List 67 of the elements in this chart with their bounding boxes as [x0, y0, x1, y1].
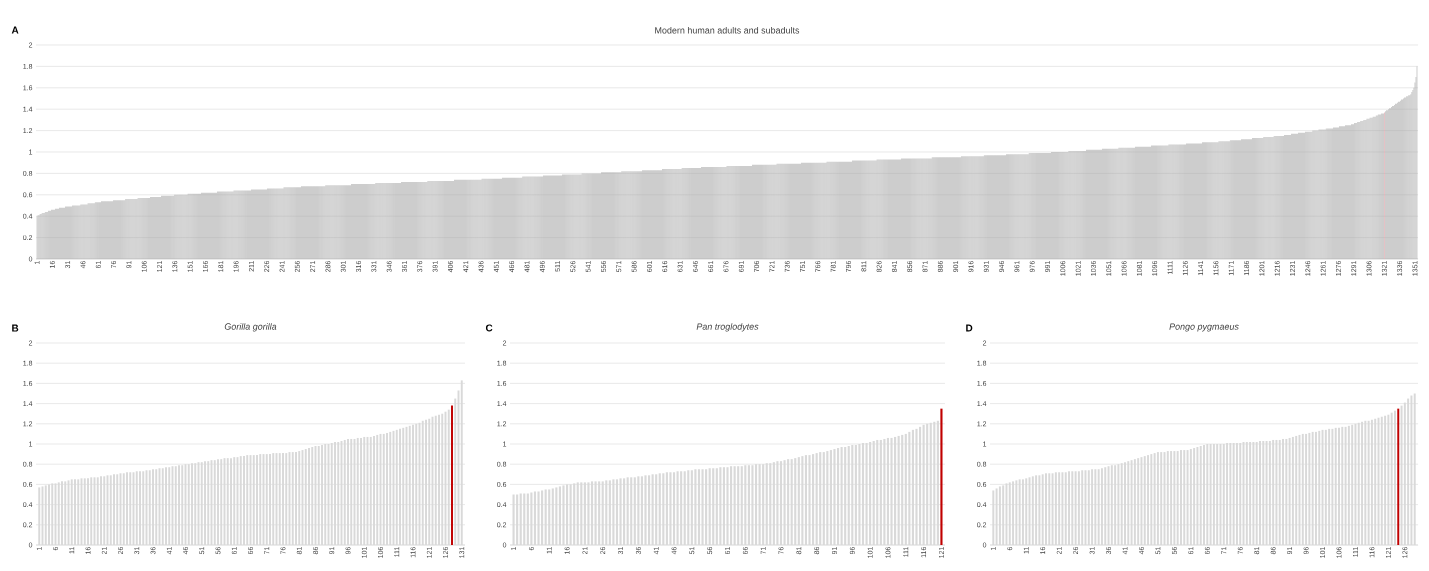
bar [637, 476, 640, 545]
bar [626, 477, 629, 545]
bar [865, 442, 868, 545]
bar [801, 456, 804, 545]
bar [662, 473, 665, 545]
bar [644, 475, 647, 545]
text: B [12, 324, 19, 332]
bar [669, 472, 672, 545]
bar [883, 438, 886, 545]
bar [651, 474, 654, 545]
bar [754, 464, 758, 545]
bar [544, 489, 547, 545]
bar [776, 461, 779, 545]
bar [915, 428, 918, 545]
bar [726, 467, 729, 545]
bar [833, 449, 836, 545]
bar [815, 453, 818, 545]
bar [733, 466, 736, 545]
bar [672, 472, 676, 545]
bar [908, 431, 911, 545]
bar [590, 481, 594, 545]
bar [897, 435, 900, 545]
bar [612, 479, 615, 545]
bar [858, 444, 861, 545]
bar [594, 481, 597, 545]
bar [565, 484, 569, 545]
bar [708, 468, 711, 545]
bar [676, 471, 679, 545]
bar [530, 492, 533, 545]
bar [936, 420, 939, 545]
bar [744, 465, 747, 545]
bar [615, 479, 619, 545]
bar [922, 424, 925, 545]
chart-title: Gorilla gorilla [224, 323, 277, 332]
bar [701, 469, 704, 545]
bar [533, 491, 537, 545]
bar [619, 478, 622, 545]
chart-title: Modern human adults and subadults [655, 26, 800, 34]
bar [562, 485, 565, 545]
chart-title: Pan troglodytes [696, 323, 759, 332]
bar [751, 465, 754, 545]
bar [826, 451, 829, 545]
chart-title: Pongo pygmaeus [1169, 323, 1239, 332]
bar [722, 467, 726, 545]
bar [940, 408, 943, 545]
bar [555, 487, 558, 545]
bar [804, 455, 808, 545]
bar [512, 494, 515, 545]
bar [758, 464, 761, 545]
bar [587, 482, 590, 545]
bar [808, 455, 811, 545]
text: A [11, 26, 19, 34]
bar [836, 448, 840, 545]
bar [569, 484, 572, 545]
bar [694, 469, 697, 545]
text: C [485, 324, 493, 332]
bar [840, 447, 843, 545]
bar [779, 461, 783, 545]
bar [783, 460, 786, 545]
bar [861, 442, 865, 545]
bar [890, 437, 893, 545]
bar [537, 491, 540, 545]
bar [918, 426, 922, 545]
bar [697, 469, 701, 545]
bar [719, 467, 722, 545]
text: D [966, 324, 973, 332]
bar [886, 437, 890, 545]
